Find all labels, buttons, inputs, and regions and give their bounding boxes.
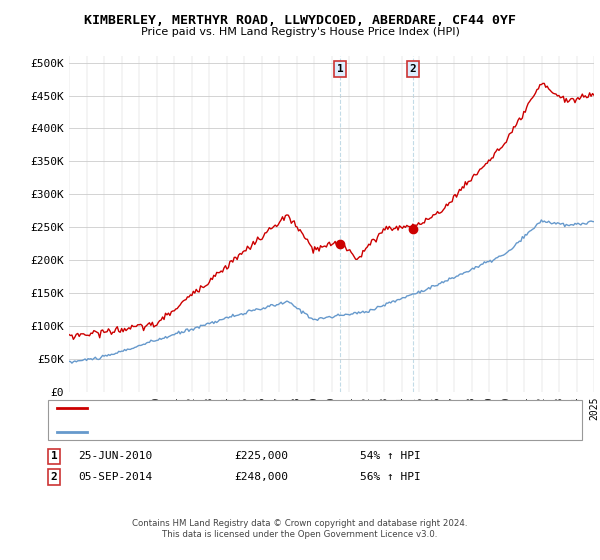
Text: HPI: Average price, detached house, Rhondda Cynon Taf: HPI: Average price, detached house, Rhon… — [93, 427, 411, 437]
Text: Price paid vs. HM Land Registry's House Price Index (HPI): Price paid vs. HM Land Registry's House … — [140, 27, 460, 37]
Text: £248,000: £248,000 — [234, 472, 288, 482]
Text: 1: 1 — [50, 451, 58, 461]
Text: Contains HM Land Registry data © Crown copyright and database right 2024.
This d: Contains HM Land Registry data © Crown c… — [132, 520, 468, 539]
Text: 2: 2 — [410, 64, 416, 74]
Text: 05-SEP-2014: 05-SEP-2014 — [78, 472, 152, 482]
Text: 2: 2 — [50, 472, 58, 482]
Text: 1: 1 — [337, 64, 343, 74]
Text: KIMBERLEY, MERTHYR ROAD, LLWYDCOED, ABERDARE, CF44 0YF: KIMBERLEY, MERTHYR ROAD, LLWYDCOED, ABER… — [84, 14, 516, 27]
Text: 25-JUN-2010: 25-JUN-2010 — [78, 451, 152, 461]
Text: 56% ↑ HPI: 56% ↑ HPI — [360, 472, 421, 482]
Text: KIMBERLEY, MERTHYR ROAD, LLWYDCOED, ABERDARE, CF44 0YF (detached house): KIMBERLEY, MERTHYR ROAD, LLWYDCOED, ABER… — [93, 403, 519, 413]
Text: £225,000: £225,000 — [234, 451, 288, 461]
Text: 54% ↑ HPI: 54% ↑ HPI — [360, 451, 421, 461]
